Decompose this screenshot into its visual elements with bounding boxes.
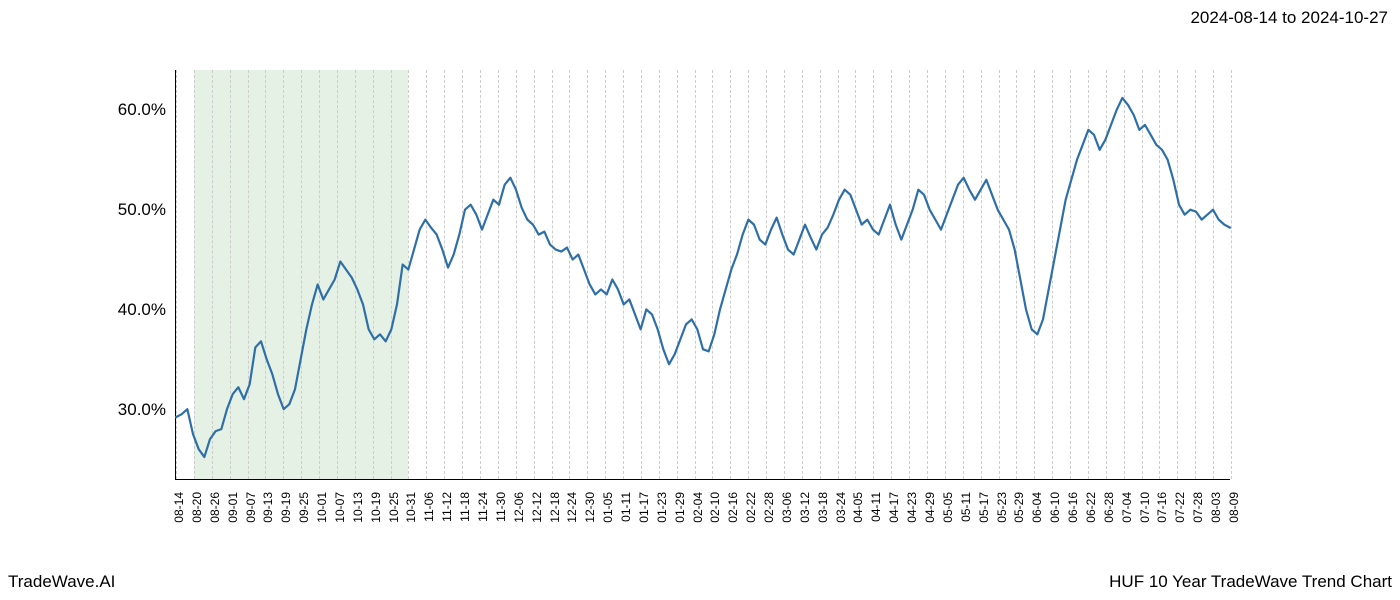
- x-tick-label: 08-26: [208, 492, 222, 523]
- x-tick-label: 02-10: [708, 492, 722, 523]
- x-tick-label: 06-22: [1084, 492, 1098, 523]
- x-tick-label: 11-06: [422, 492, 436, 522]
- x-tick-label: 06-10: [1048, 492, 1062, 523]
- x-tick-label: 02-16: [726, 492, 740, 523]
- x-tick-label: 09-13: [261, 492, 275, 523]
- x-tick-label: 10-25: [387, 492, 401, 523]
- x-tick-label: 11-30: [494, 492, 508, 522]
- x-tick-label: 06-04: [1030, 492, 1044, 523]
- x-tick-label: 04-11: [869, 492, 883, 522]
- x-tick-label: 01-17: [637, 492, 651, 523]
- x-tick-label: 01-11: [619, 492, 633, 522]
- x-tick-label: 10-07: [333, 492, 347, 523]
- x-tick-label: 04-05: [851, 492, 865, 523]
- x-tick-label: 12-06: [512, 492, 526, 523]
- x-tick-label: 07-16: [1155, 492, 1169, 523]
- x-tick-label: 07-22: [1173, 492, 1187, 523]
- x-tick-label: 06-28: [1102, 492, 1116, 523]
- x-tick-label: 01-23: [655, 492, 669, 523]
- x-tick-label: 09-01: [226, 492, 240, 523]
- x-tick-label: 08-03: [1209, 492, 1223, 523]
- x-tick-label: 06-16: [1066, 492, 1080, 523]
- x-tick-label: 05-23: [995, 492, 1009, 523]
- y-tick-label: 60.0%: [118, 100, 166, 120]
- x-tick-label: 12-18: [548, 492, 562, 523]
- x-tick-label: 05-29: [1012, 492, 1026, 523]
- x-axis-labels: 08-14 08-20 08-26 09-01 09-0709-13 09-19 09-25…: [175, 485, 1230, 545]
- x-tick-label: 03-06: [780, 492, 794, 523]
- y-tick-label: 50.0%: [118, 200, 166, 220]
- x-tick-label: 07-10: [1138, 492, 1152, 523]
- x-tick-label: 01-05: [601, 492, 615, 523]
- x-tick-label: 10-19: [369, 492, 383, 523]
- gridline: [1231, 70, 1232, 479]
- x-tick-label: 04-17: [887, 492, 901, 523]
- x-tick-label: 01-29: [673, 492, 687, 523]
- x-tick-label: 03-12: [798, 492, 812, 523]
- footer-title: HUF 10 Year TradeWave Trend Chart: [1109, 572, 1392, 592]
- x-tick-label: 04-29: [923, 492, 937, 523]
- x-tick-label: 09-07: [244, 492, 258, 523]
- x-tick-label: 09-19: [279, 492, 293, 523]
- y-tick-label: 30.0%: [118, 400, 166, 420]
- x-tick-label: 02-28: [762, 492, 776, 523]
- x-tick-label: 04-23: [905, 492, 919, 523]
- x-tick-label: 02-04: [691, 492, 705, 523]
- x-tick-label: 05-05: [941, 492, 955, 523]
- x-tick-label: 09-25: [297, 492, 311, 523]
- x-tick-label: 05-11: [959, 492, 973, 522]
- x-tick-label: 08-20: [190, 492, 204, 523]
- chart-plot-area: 30.0%40.0%50.0%60.0%: [175, 70, 1230, 480]
- x-tick-label: 11-24: [476, 492, 490, 522]
- x-tick-label: 10-01: [315, 492, 329, 523]
- x-tick-label: 11-18: [458, 492, 472, 522]
- x-tick-label: 12-12: [530, 492, 544, 523]
- footer-brand: TradeWave.AI: [8, 572, 115, 592]
- x-tick-label: 10-13: [351, 492, 365, 523]
- date-range-label: 2024-08-14 to 2024-10-27: [1190, 8, 1388, 28]
- line-series: [176, 70, 1230, 479]
- x-tick-label: 08-09: [1227, 492, 1241, 523]
- y-tick-label: 40.0%: [118, 300, 166, 320]
- x-tick-label: 12-30: [583, 492, 597, 523]
- x-tick-label: 05-17: [977, 492, 991, 523]
- x-tick-label: 12-24: [565, 492, 579, 523]
- x-tick-label: 07-04: [1120, 492, 1134, 523]
- x-tick-label: 02-22: [744, 492, 758, 523]
- x-tick-label: 10-31: [404, 492, 418, 523]
- x-tick-label: 07-28: [1191, 492, 1205, 523]
- x-tick-label: 08-14: [172, 492, 186, 523]
- x-tick-label: 03-24: [834, 492, 848, 523]
- x-tick-label: 11-12: [440, 492, 454, 522]
- x-tick-label: 03-18: [816, 492, 830, 523]
